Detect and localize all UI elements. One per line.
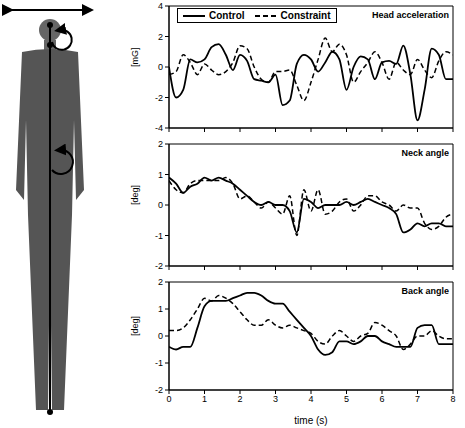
svg-text:[deg]: [deg] xyxy=(130,185,140,205)
html-text:Back angle: Back angle xyxy=(401,286,449,296)
svg-text:0: 0 xyxy=(158,62,163,72)
svg-text:5: 5 xyxy=(344,394,349,404)
svg-text:3: 3 xyxy=(273,394,278,404)
svg-text:-1: -1 xyxy=(155,358,163,368)
svg-text:-2: -2 xyxy=(155,385,163,395)
html-text:Constraint: Constraint xyxy=(280,10,331,21)
svg-text:7: 7 xyxy=(415,394,420,404)
svg-text:-2: -2 xyxy=(155,93,163,103)
svg-text:0: 0 xyxy=(166,394,171,404)
svg-text:0: 0 xyxy=(158,200,163,210)
svg-text:2: 2 xyxy=(158,32,163,42)
svg-text:-4: -4 xyxy=(155,123,163,133)
html-text:Neck angle: Neck angle xyxy=(401,148,449,158)
svg-text:[mG]: [mG] xyxy=(130,48,140,68)
svg-text:1: 1 xyxy=(202,394,207,404)
svg-text:8: 8 xyxy=(450,394,455,404)
svg-text:1: 1 xyxy=(158,170,163,180)
svg-text:2: 2 xyxy=(237,394,242,404)
html-text:Control: Control xyxy=(209,10,245,21)
svg-text:1: 1 xyxy=(158,304,163,314)
svg-text:time (s): time (s) xyxy=(294,415,327,426)
svg-text:4: 4 xyxy=(308,394,313,404)
svg-text:-1: -1 xyxy=(155,231,163,241)
html-text:Head acceleration: Head acceleration xyxy=(372,10,449,20)
svg-text:[deg]: [deg] xyxy=(130,316,140,336)
svg-text:6: 6 xyxy=(379,394,384,404)
svg-text:-2: -2 xyxy=(155,261,163,271)
svg-text:4: 4 xyxy=(158,1,163,11)
svg-text:2: 2 xyxy=(158,139,163,149)
svg-text:2: 2 xyxy=(158,277,163,287)
svg-text:0: 0 xyxy=(158,331,163,341)
